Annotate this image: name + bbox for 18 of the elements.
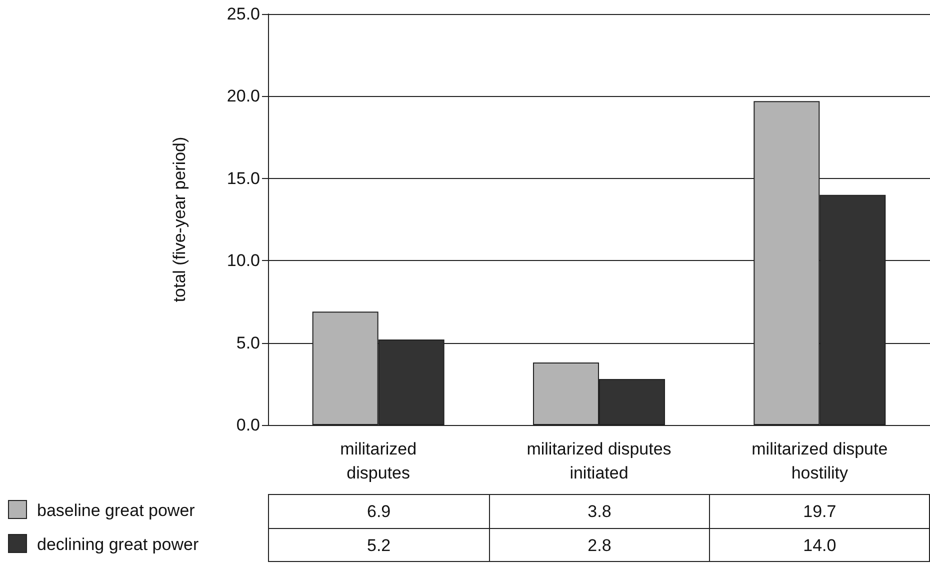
y-tick-label: 20.0	[226, 86, 260, 106]
y-tick-label: 0.0	[236, 416, 260, 434]
y-tick-label: 5.0	[236, 333, 260, 352]
data-label: 3.8	[488, 494, 710, 528]
x-tick-label: militarized dispute hostility	[752, 440, 888, 482]
y-axis-title: total (five-year period)	[170, 136, 189, 302]
data-label: 19.7	[709, 494, 930, 528]
data-label: 6.9	[268, 494, 489, 528]
legend-label: baseline great power	[36, 500, 195, 522]
x-tick-label: militarized disputes	[340, 440, 417, 482]
x-tick-label: militarized disputes initiated	[526, 440, 672, 482]
y-tick-label: 15.0	[226, 168, 260, 188]
data-label: 14.0	[709, 528, 930, 562]
y-tick-label: 25.0	[226, 4, 260, 24]
legend-label: declining great power	[36, 534, 199, 556]
data-label: 5.2	[268, 528, 489, 562]
data-label: 2.8	[488, 528, 710, 562]
y-tick-label: 10.0	[226, 251, 260, 270]
